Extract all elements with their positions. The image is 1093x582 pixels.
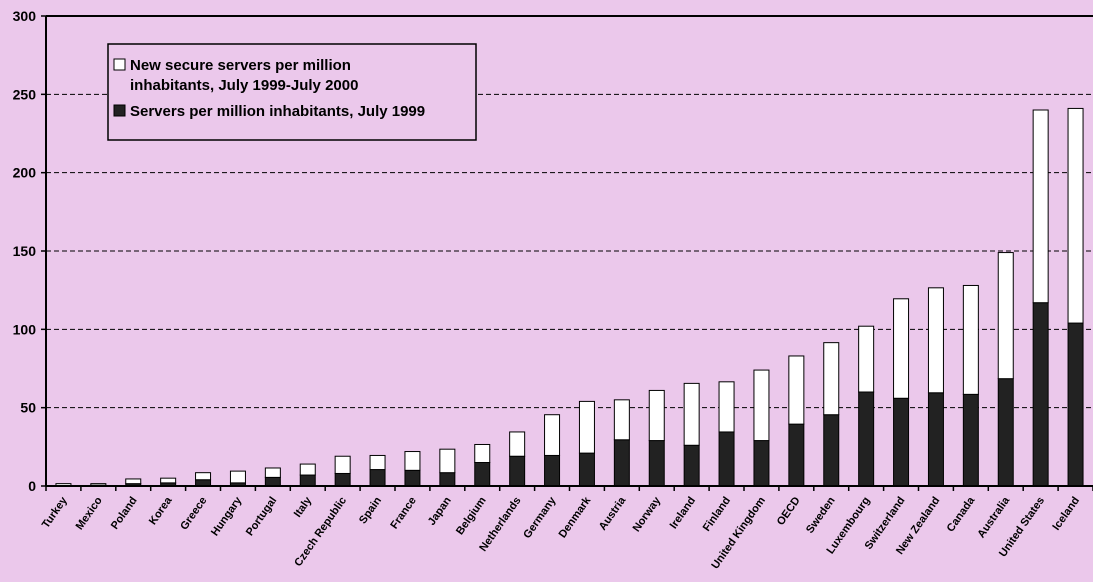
bar-new-servers-1999-2000 [160, 477, 177, 484]
gridlines [46, 93, 1093, 409]
bar-new-servers-1999-2000 [299, 463, 316, 476]
bar-new-servers-1999-2000 [544, 414, 561, 456]
bar-servers-1999 [439, 472, 456, 487]
bars [55, 107, 1084, 487]
bar-new-servers-1999-2000 [683, 382, 700, 446]
bar-servers-1999 [509, 455, 526, 487]
bar-new-servers-1999-2000 [1032, 109, 1049, 304]
x-tick-label: Denmark [557, 494, 594, 540]
y-tick-labels: 0 50 100 150 200 250 300 [13, 8, 37, 494]
bar-new-servers-1999-2000 [927, 287, 944, 394]
y-tick-label: 50 [20, 400, 36, 416]
x-tick-label: Korea [147, 494, 175, 527]
x-tick-label: Turkey [40, 494, 71, 530]
y-tick-label: 150 [13, 243, 37, 259]
x-tick-label: Greece [178, 495, 209, 532]
legend-box [107, 43, 477, 141]
bar-new-servers-1999-2000 [648, 389, 665, 442]
bar-servers-1999 [334, 472, 351, 487]
bar-servers-1999 [369, 469, 386, 487]
bar-servers-1999 [683, 444, 700, 487]
bar-new-servers-1999-2000 [90, 483, 107, 486]
bar-servers-1999 [858, 391, 875, 487]
bar-servers-1999 [1067, 322, 1084, 487]
bar-new-servers-1999-2000 [334, 455, 351, 474]
legend-swatch-servers [113, 104, 126, 117]
bar-new-servers-1999-2000 [1067, 107, 1084, 324]
bar-new-servers-1999-2000 [264, 467, 281, 478]
bar-servers-1999 [1032, 302, 1049, 487]
x-tick-label: Australia [975, 494, 1012, 540]
bar-new-servers-1999-2000 [125, 478, 142, 485]
x-tick-label: Poland [109, 495, 140, 532]
bar-servers-1999 [648, 440, 665, 487]
legend-swatch-new-servers [113, 58, 126, 71]
bar-new-servers-1999-2000 [474, 443, 491, 464]
x-tick-label: Italy [292, 494, 315, 520]
bar-new-servers-1999-2000 [369, 454, 386, 471]
bar-new-servers-1999-2000 [718, 381, 735, 433]
x-tick-label: Portugal [244, 495, 279, 538]
y-tick-label: 250 [13, 86, 37, 102]
bar-servers-1999 [613, 439, 630, 487]
x-tick-label: Belgium [454, 495, 489, 538]
bar-servers-1999 [962, 393, 979, 487]
y-tick-label: 300 [13, 8, 37, 24]
axes [41, 15, 1093, 491]
bar-servers-1999 [823, 414, 840, 487]
y-tick-label: 100 [13, 321, 37, 337]
bar-servers-1999 [404, 469, 421, 487]
x-tick-label: Canada [945, 494, 978, 534]
bar-new-servers-1999-2000 [962, 284, 979, 395]
x-tick-label: Norway [631, 494, 664, 534]
legend-label: New secure servers per million [130, 57, 351, 74]
x-tick-labels: Turkey Mexico Poland Korea Greece Hungary Port… [40, 494, 1082, 571]
bar-new-servers-1999-2000 [229, 470, 246, 484]
x-tick-label: Hungary [209, 494, 245, 538]
bar-new-servers-1999-2000 [753, 369, 770, 442]
bar-servers-1999 [788, 423, 805, 487]
bar-new-servers-1999-2000 [613, 399, 630, 441]
bar-new-servers-1999-2000 [997, 252, 1014, 380]
bar-new-servers-1999-2000 [509, 431, 526, 457]
x-tick-label: Mexico [74, 495, 105, 533]
bar-servers-1999 [893, 397, 910, 487]
y-tick-label: 200 [13, 165, 37, 181]
bar-new-servers-1999-2000 [578, 400, 595, 454]
x-tick-label: Spain [357, 495, 384, 527]
bar-new-servers-1999-2000 [823, 342, 840, 416]
bar-servers-1999 [578, 452, 595, 487]
bar-new-servers-1999-2000 [858, 325, 875, 393]
x-tick-label: Germany [521, 494, 559, 541]
x-tick-label: France [388, 495, 419, 531]
y-tick-label: 0 [28, 478, 36, 494]
bar-new-servers-1999-2000 [788, 355, 805, 425]
legend-label: inhabitants, July 1999-July 2000 [130, 77, 358, 94]
x-tick-label: Japan [426, 495, 454, 528]
bar-new-servers-1999-2000 [439, 448, 456, 474]
bar-servers-1999 [544, 454, 561, 487]
bar-servers-1999 [264, 476, 281, 487]
legend-label: Servers per million inhabitants, July 19… [130, 103, 425, 120]
x-tick-label: OECD [775, 495, 803, 528]
bar-servers-1999 [927, 392, 944, 487]
bar-new-servers-1999-2000 [195, 472, 212, 481]
bar-servers-1999 [474, 462, 491, 487]
x-tick-label: Sweden [804, 495, 838, 536]
bar-servers-1999 [997, 378, 1014, 487]
x-tick-label: Austria [597, 494, 629, 533]
x-tick-label: Iceland [1050, 495, 1082, 533]
bar-new-servers-1999-2000 [404, 451, 421, 471]
bar-servers-1999 [753, 440, 770, 487]
legend: New secure servers per million inhabitant… [107, 43, 477, 141]
x-tick-label: Ireland [668, 495, 699, 531]
x-tick-label: Finland [701, 495, 733, 534]
bar-new-servers-1999-2000 [893, 298, 910, 399]
bar-servers-1999 [718, 431, 735, 487]
bar-servers-1999 [299, 474, 316, 487]
